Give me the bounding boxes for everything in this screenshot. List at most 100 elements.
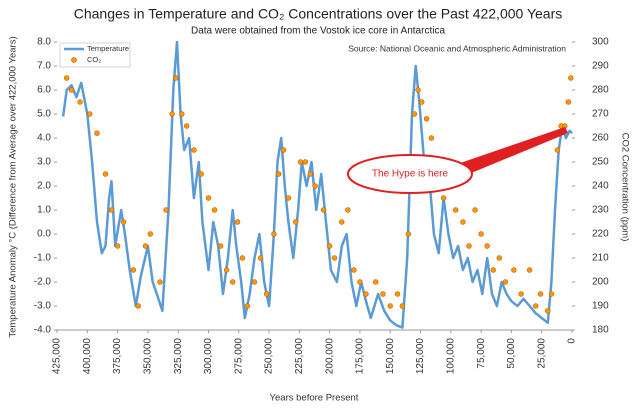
y2-tick-label: 250 bbox=[592, 157, 609, 168]
co2-point bbox=[526, 267, 533, 273]
co2-point bbox=[198, 171, 204, 177]
y-tick-label: 4.0 bbox=[37, 133, 51, 144]
co2-point bbox=[120, 219, 127, 225]
co2-point bbox=[239, 255, 246, 261]
co2-point bbox=[568, 75, 574, 81]
y-tick-label: -4.0 bbox=[34, 325, 52, 336]
y2-tick-label: 230 bbox=[592, 205, 609, 216]
co2-point bbox=[68, 87, 75, 93]
legend: Temperature CO₂ bbox=[59, 42, 131, 68]
source-note: Source: National Oceanic and Atmospheric… bbox=[348, 43, 566, 53]
co2-point bbox=[191, 147, 197, 153]
co2-point bbox=[163, 207, 169, 213]
co2-point bbox=[484, 243, 490, 249]
annotation-bubble bbox=[347, 154, 473, 194]
co2-point bbox=[345, 207, 351, 213]
legend-label: CO₂ bbox=[87, 55, 101, 64]
co2-point bbox=[108, 207, 115, 213]
y2-tick-label: 220 bbox=[592, 229, 609, 240]
co2-point bbox=[419, 99, 425, 105]
co2-point bbox=[387, 303, 393, 309]
x-tick-label: 350,000 bbox=[143, 338, 154, 375]
x-tick-label: 125,000 bbox=[415, 338, 426, 375]
co2-point bbox=[114, 243, 121, 249]
co2-point bbox=[351, 267, 357, 273]
y-tick-label: 6.0 bbox=[37, 85, 51, 96]
co2-point bbox=[532, 303, 539, 309]
co2-point bbox=[77, 99, 83, 105]
x-tick-label: 75,000 bbox=[476, 338, 487, 369]
co2-point bbox=[502, 279, 509, 285]
y-tick-label: 1.0 bbox=[37, 205, 51, 216]
co2-point bbox=[460, 219, 466, 225]
co2-point bbox=[147, 231, 154, 237]
co2-point bbox=[251, 279, 258, 285]
x-tick-label: 400,000 bbox=[82, 338, 93, 375]
y2-tick-label: 210 bbox=[592, 253, 609, 264]
co2-point bbox=[312, 183, 318, 189]
chart-subtitle: Data were obtained from the Vostok ice c… bbox=[191, 26, 445, 37]
y-tick-label: 3.0 bbox=[37, 157, 51, 168]
co2-point bbox=[142, 243, 149, 249]
y2-tick-label: 270 bbox=[592, 109, 609, 120]
co2-point bbox=[380, 291, 386, 297]
co2-point bbox=[326, 243, 333, 249]
y2-axis-label: CO2 Concentration (ppm) bbox=[619, 133, 630, 242]
legend-box bbox=[59, 42, 131, 68]
co2-point bbox=[263, 291, 270, 297]
co2-point bbox=[87, 111, 93, 117]
co2-point bbox=[280, 147, 287, 153]
co2-point bbox=[548, 291, 555, 297]
co2-point bbox=[554, 147, 561, 153]
co2-point bbox=[205, 195, 212, 201]
y2-tick-label: 200 bbox=[592, 277, 609, 288]
co2-point bbox=[496, 255, 502, 261]
co2-point bbox=[357, 279, 363, 285]
co2-point bbox=[363, 291, 369, 297]
annotation: The Hype is here bbox=[347, 127, 568, 194]
annotation-text: The Hype is here bbox=[372, 169, 449, 180]
x-tick-label: 300,000 bbox=[203, 338, 214, 375]
x-tick-label: 150,000 bbox=[385, 338, 396, 375]
co2-point bbox=[490, 267, 496, 273]
co2-point bbox=[339, 219, 345, 225]
co2-point bbox=[169, 111, 175, 117]
temperature-line bbox=[61, 40, 573, 329]
x-tick-label: 425,000 bbox=[52, 338, 63, 375]
annotation-arrow bbox=[440, 127, 568, 181]
co2-point bbox=[257, 255, 264, 261]
x-tick-label: 100,000 bbox=[445, 338, 456, 375]
co2-point bbox=[518, 291, 524, 297]
plot-area: 8.0 7.0 6.0 5.0 4.0 3.0 2.0 1.0 0.0 -1.0 -2.0 -3.0 -… bbox=[34, 37, 609, 375]
co2-point bbox=[565, 99, 572, 105]
co2-point bbox=[537, 291, 544, 297]
co2-point bbox=[411, 111, 418, 117]
x-tick-label: 0 bbox=[567, 338, 578, 344]
co2-point bbox=[452, 207, 459, 213]
x-axis-label: Years before Present bbox=[270, 393, 359, 404]
co2-point bbox=[211, 207, 218, 213]
co2-point bbox=[234, 219, 241, 225]
co2-point bbox=[428, 135, 435, 141]
co2-point bbox=[511, 267, 517, 273]
co2-point bbox=[331, 255, 338, 261]
co2-point bbox=[217, 243, 224, 249]
co2-point bbox=[394, 291, 401, 297]
co2-point bbox=[157, 279, 163, 285]
co2-point bbox=[307, 171, 313, 177]
y-tick-label: 2.0 bbox=[37, 181, 51, 192]
co2-point bbox=[415, 87, 421, 93]
x-tick-label: 325,000 bbox=[173, 338, 184, 375]
co2-point bbox=[179, 111, 185, 117]
co2-point bbox=[372, 279, 379, 285]
co2-point bbox=[285, 195, 292, 201]
co2-point bbox=[63, 75, 70, 81]
co2-point bbox=[276, 171, 282, 177]
co2-point bbox=[183, 123, 190, 129]
co2-point bbox=[466, 243, 472, 249]
legend-label: Temperature bbox=[87, 44, 129, 53]
y2-tick-label: 260 bbox=[592, 133, 609, 144]
chart-title: Changes in Temperature and CO₂ Concentra… bbox=[74, 6, 562, 22]
y-tick-label: -1.0 bbox=[34, 253, 52, 264]
